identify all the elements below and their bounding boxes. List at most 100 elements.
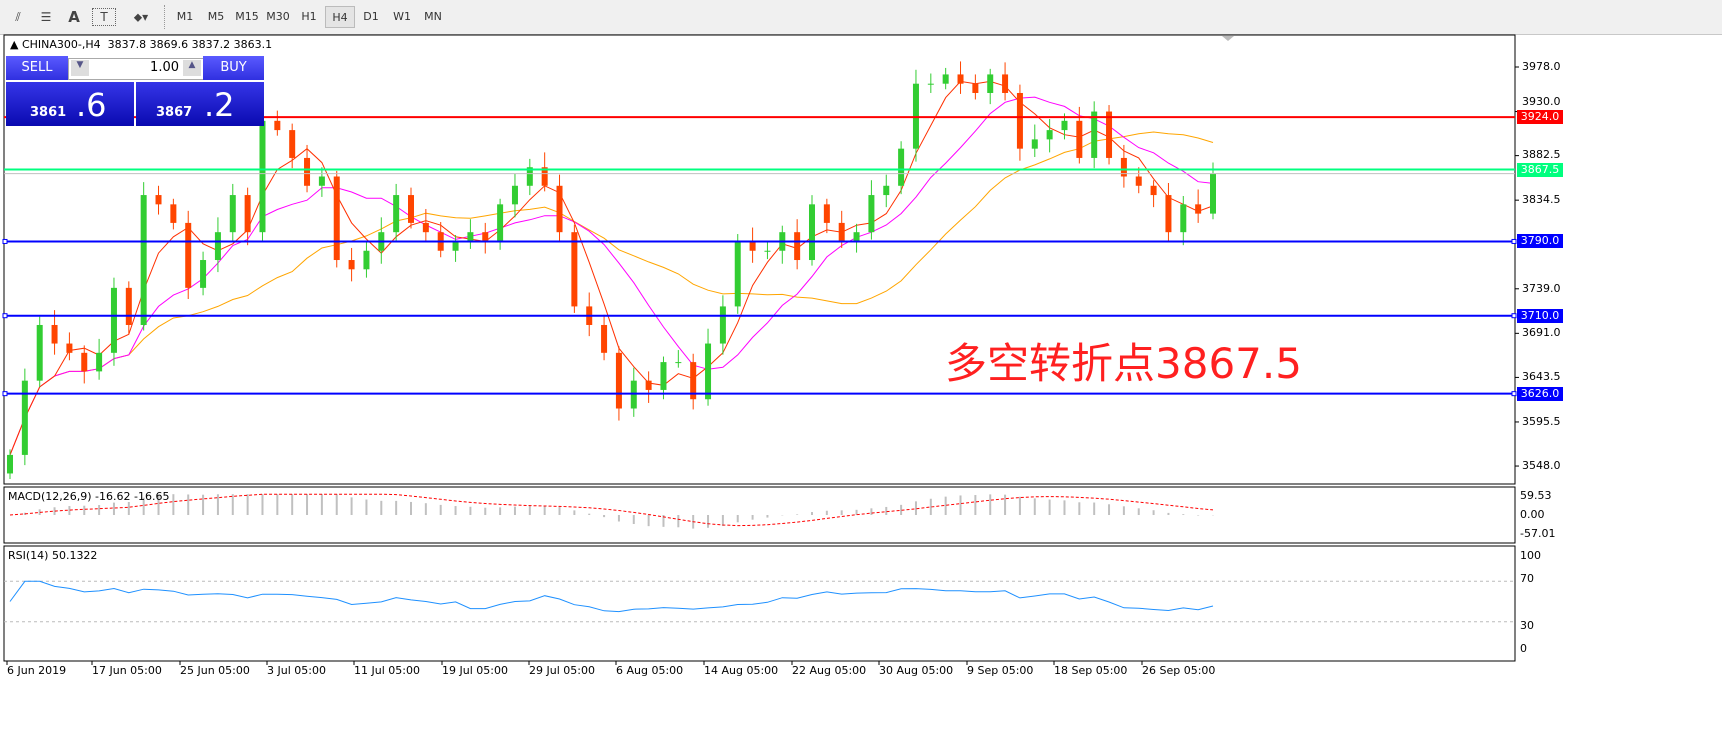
pivot-price-tag: 3867.5 [1517, 162, 1563, 177]
candle-body [898, 148, 905, 186]
candle-body [794, 232, 801, 261]
chart-symbol-header: ▲ CHINA300-,H4 3837.8 3869.6 3837.2 3863… [10, 38, 273, 51]
candle-body [690, 362, 697, 400]
candle-body [214, 232, 221, 261]
buy-button[interactable]: BUY [203, 56, 264, 80]
date-axis-label: 18 Sep 05:00 [1054, 664, 1128, 677]
candle-body [645, 380, 652, 390]
support-price-tag: 3710.0 [1517, 308, 1563, 323]
candle-body [749, 241, 756, 251]
text-icon[interactable]: A [68, 8, 80, 26]
candle-body [1031, 139, 1038, 149]
candle-body [675, 362, 682, 364]
date-axis-label: 3 Jul 05:00 [267, 664, 326, 677]
line-studies-icon[interactable]: ⫽ [15, 10, 21, 24]
sell-price-main: 3861 [30, 105, 67, 120]
timeframe-h4[interactable]: H4 [325, 6, 355, 28]
candle-body [987, 74, 994, 93]
price-axis-label: 3978.0 [1522, 60, 1561, 73]
candle-body [21, 380, 28, 455]
buy-price[interactable]: 3867 .2 [136, 82, 264, 126]
candle-body [96, 352, 103, 372]
candle-body [883, 185, 890, 196]
candle-body [1091, 111, 1098, 158]
candle-body [452, 241, 459, 251]
candle-body [1165, 195, 1172, 233]
timeframe-mn[interactable]: MN [424, 10, 442, 23]
candle-body [497, 204, 504, 242]
ma-slow-line [9, 131, 1214, 456]
candle-body [1135, 176, 1142, 186]
candle-body [1076, 120, 1083, 158]
timeframe-w1[interactable]: W1 [393, 10, 411, 23]
rsi-line [9, 580, 1214, 613]
macd-signal-line [9, 493, 1214, 527]
candle-body [957, 74, 964, 84]
support-price-tag: 3790.0 [1517, 234, 1563, 249]
timeframe-m5[interactable]: M5 [207, 10, 225, 23]
candle-body [467, 232, 474, 242]
text-label-icon[interactable]: T [92, 8, 116, 26]
price-axis-label: 3691.0 [1522, 326, 1561, 340]
timeframe-d1[interactable]: D1 [363, 10, 379, 23]
candle-body [541, 167, 548, 186]
candle-body [318, 176, 325, 186]
candle-body [823, 204, 830, 223]
line-handle [1511, 238, 1517, 244]
buy-price-main: 3867 [156, 105, 193, 120]
date-axis-label: 17 Jun 05:00 [92, 664, 162, 677]
lot-stepper[interactable]: ▼ 1.00 ▲ [68, 58, 204, 80]
rsi-panel-frame [3, 545, 1516, 662]
main-chart-frame [3, 34, 1516, 485]
timeframe-m1[interactable]: M1 [176, 10, 194, 23]
timeframe-h1[interactable]: H1 [301, 10, 317, 23]
price-axis-label: 3834.5 [1522, 193, 1561, 207]
candle-body [1061, 120, 1068, 131]
lot-increase-icon[interactable]: ▲ [183, 60, 201, 76]
candle-body [615, 352, 622, 409]
date-axis-label: 25 Jun 05:00 [180, 664, 250, 677]
date-axis-label: 19 Jul 05:00 [442, 664, 508, 677]
date-axis-label: 9 Sep 05:00 [967, 664, 1034, 677]
timeframe-m30[interactable]: M30 [266, 10, 290, 23]
candle-body [185, 222, 192, 288]
price-axis-label: 3643.5 [1522, 370, 1561, 384]
candle-body [66, 343, 73, 353]
line-handle [2, 313, 8, 319]
candle-body [942, 74, 949, 84]
candle-body [556, 185, 563, 233]
candle-body [1106, 111, 1113, 158]
date-axis-label: 30 Aug 05:00 [879, 664, 954, 677]
macd-axis-label: 59.53 [1520, 489, 1552, 502]
candle-body [229, 195, 236, 233]
candle-body [408, 195, 414, 223]
ma-fast-line [9, 80, 1214, 456]
rsi-axis-label: 0 [1520, 642, 1527, 655]
lot-value[interactable]: 1.00 [150, 60, 179, 75]
one-click-trading-panel: SELL ▼ 1.00 ▲ BUY 3861 .6 3867 .2 [6, 56, 264, 126]
timeframe-m15[interactable]: M15 [235, 10, 259, 23]
arrows-icon[interactable]: ⬥▾ [133, 10, 149, 24]
ohlc-values: 3837.8 3869.6 3837.2 3863.1 [107, 38, 273, 51]
candle-body [140, 195, 147, 325]
fibonacci-icon[interactable]: ☰ [40, 10, 52, 24]
candle-body [1195, 204, 1202, 214]
candle-body [705, 343, 712, 400]
candle-body [244, 195, 251, 233]
sell-price[interactable]: 3861 .6 [6, 82, 134, 126]
candle-body [125, 287, 132, 325]
candle-body [348, 260, 355, 270]
lot-decrease-icon[interactable]: ▼ [71, 60, 89, 76]
date-axis-label: 22 Aug 05:00 [792, 664, 867, 677]
sell-button[interactable]: SELL [6, 56, 68, 80]
date-axis-label: 6 Aug 05:00 [616, 664, 684, 677]
candle-body [1120, 157, 1127, 177]
candle-body [393, 195, 400, 233]
candle-body [155, 195, 162, 205]
price-axis-label: 3548.0 [1522, 459, 1561, 473]
candle-body [170, 204, 177, 223]
candle-body [304, 157, 311, 186]
toolbar: ⫽ ☰ A T ⬥▾ M1 M5 M15 M30 H1 H4 D1 W1 MN [0, 0, 1722, 35]
macd-axis-label: -57.01 [1520, 527, 1556, 540]
candle-body [482, 232, 489, 242]
